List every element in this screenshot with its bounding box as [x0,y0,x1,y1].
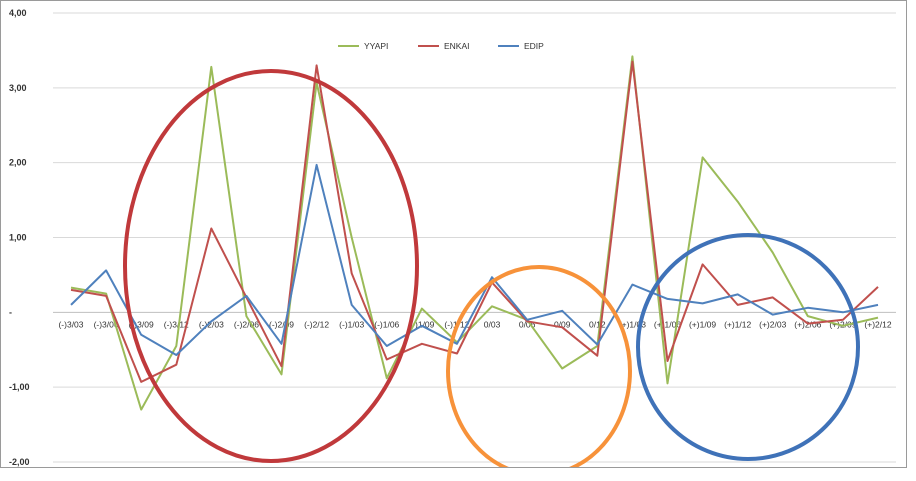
x-tick-label: (-)2/06 [234,319,259,329]
x-tick-label: (-)1/09 [409,319,434,329]
x-tick-label: 0/12 [589,319,606,329]
x-tick-label: (+)2/09 [829,319,856,329]
annotation-ellipse-3 [636,233,860,461]
legend-label-yyapi: YYAPI [364,41,388,51]
x-tick-label: (-)3/09 [129,319,154,329]
legend-label-edip: EDIP [524,41,544,51]
series-line-enkai [70,60,879,383]
y-tick-label: -1,00 [9,382,30,392]
x-tick-label: (-)1/06 [374,319,399,329]
y-tick-label: 3,00 [9,83,27,93]
x-tick-label: (+)1/09 [689,319,716,329]
x-tick-label: (+)1/03 [619,319,646,329]
series-line-yyapi [70,55,879,411]
y-tick-label: -2,00 [9,457,30,467]
y-tick-label: 2,00 [9,158,27,168]
x-tick-label: (+)1/06 [654,319,681,329]
chart-frame: 4,00 3,00 2,00 1,00 - -1,00 -2,00 (-)3/03 (-)3/0… [0,0,907,468]
series-line-edip [70,163,879,356]
x-tick-label: (+)2/12 [864,319,891,329]
line-chart: 4,00 3,00 2,00 1,00 - -1,00 -2,00 (-)3/03 (-)3/0… [9,8,896,467]
x-tick-label: 0/09 [554,319,571,329]
x-tick-label: (-)2/12 [304,319,329,329]
legend-label-enkai: ENKAI [444,41,470,51]
x-tick-label: (-)2/03 [199,319,224,329]
x-tick-label: (+)2/03 [759,319,786,329]
x-tick-label: (-)3/12 [164,319,189,329]
y-tick-label: - [9,307,12,317]
annotation-ellipse-1 [123,69,419,463]
annotation-ellipse-2 [446,265,632,467]
x-tick-label: (-)3/06 [94,319,119,329]
x-tick-label: (-)3/03 [58,319,83,329]
y-tick-label: 1,00 [9,233,27,243]
x-tick-label: 0/03 [484,319,501,329]
x-tick-label: (-)2/09 [269,319,294,329]
x-tick-label: 0/06 [519,319,536,329]
x-tick-label: (+)1/12 [724,319,751,329]
y-tick-label: 4,00 [9,8,27,18]
x-tick-label: (-)1/03 [339,319,364,329]
